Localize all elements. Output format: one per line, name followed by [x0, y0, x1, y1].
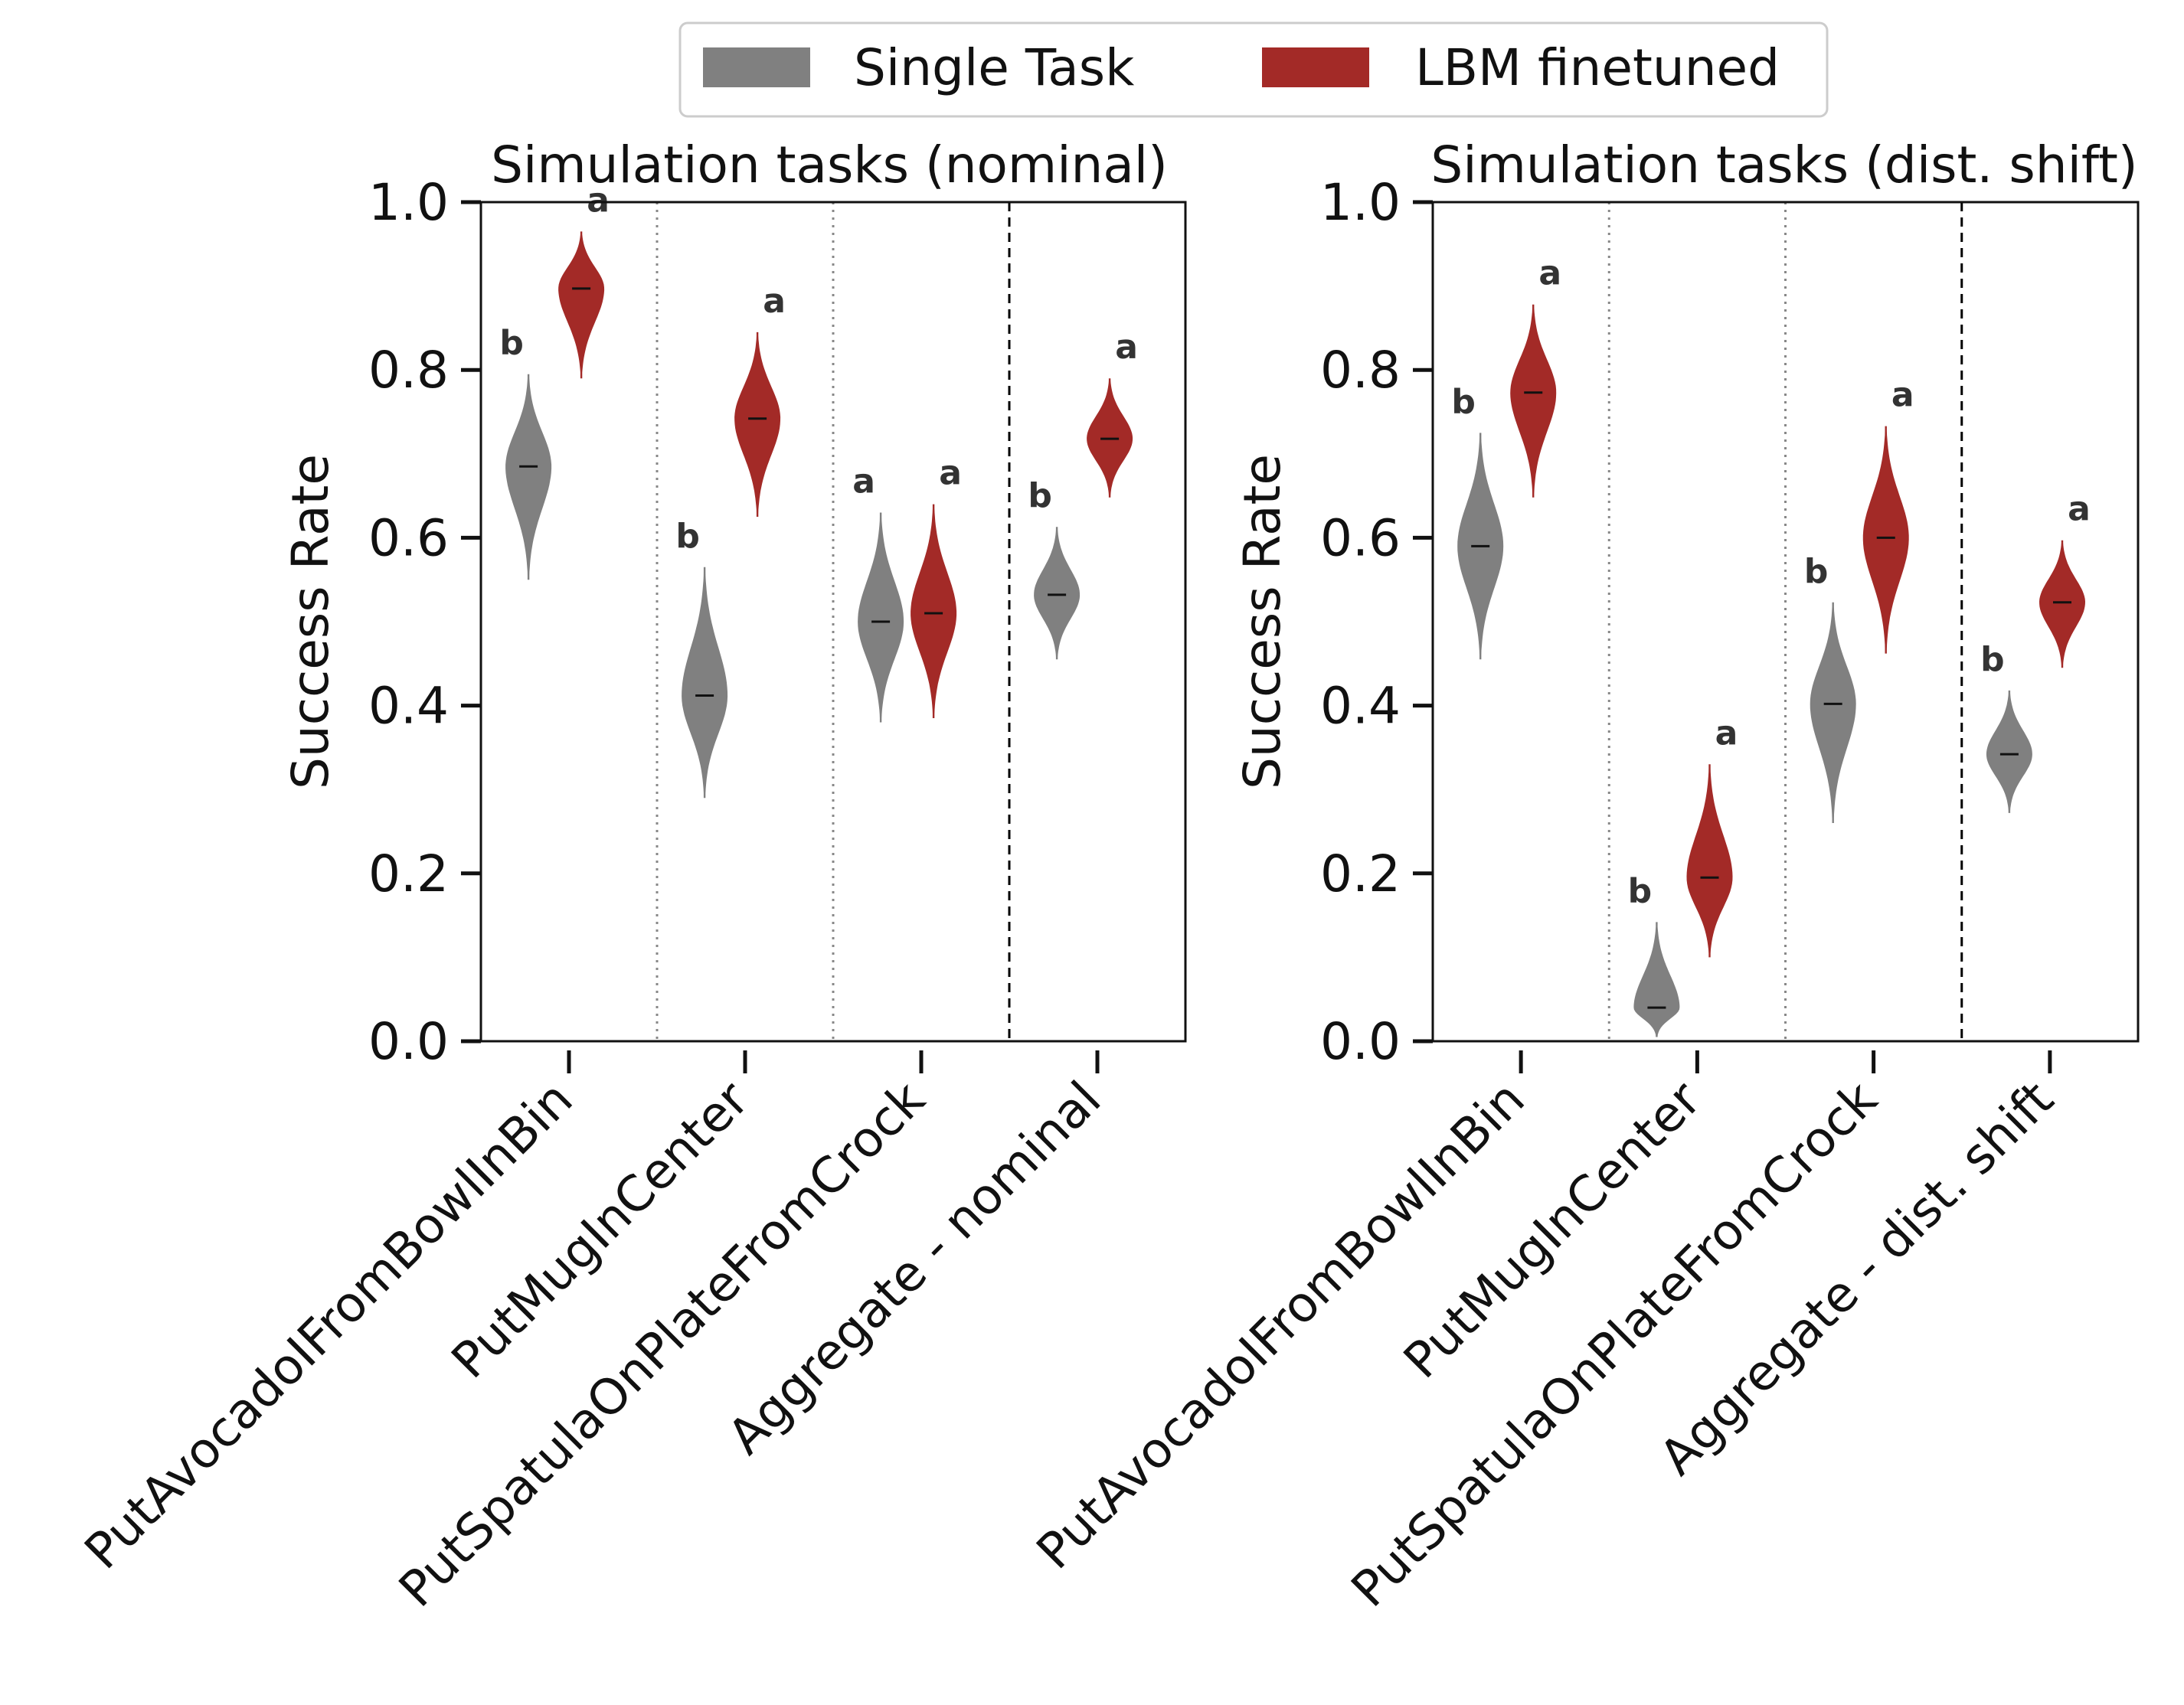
- legend-frame: [678, 21, 1829, 118]
- significance-letter: a: [1115, 328, 1138, 367]
- significance-letter: a: [939, 454, 962, 493]
- significance-letter: b: [1628, 871, 1653, 910]
- plot-frame: [1431, 201, 2140, 1043]
- plot-frame: [479, 201, 1187, 1043]
- y-tick-label: 1.0: [1320, 173, 1401, 232]
- significance-letter: a: [852, 462, 875, 501]
- significance-letter: a: [763, 282, 786, 321]
- significance-letter: b: [675, 517, 700, 556]
- panel-nominal: Simulation tasks (nominal) Success Rate …: [74, 136, 1187, 1618]
- y-axis-label: Success Rate: [281, 454, 340, 789]
- violin-lbm-finetuned-putspatulaonplatefromcrock: [911, 504, 957, 718]
- plot-area: bba baaaa0.00.20.40.60.81.0PutAvocadoIFro…: [74, 173, 1187, 1618]
- violin-lbm-finetuned-putavocadoifrombowlinbin: [558, 231, 605, 379]
- significance-letter: b: [499, 324, 524, 363]
- y-tick-label: 0.0: [1320, 1012, 1401, 1071]
- violin-single-task-putavocadoifrombowlinbin: [505, 374, 552, 580]
- significance-letter: a: [1715, 714, 1738, 753]
- legend-label-single-task: Single Task: [854, 38, 1135, 97]
- significance-letter: a: [1891, 376, 1914, 415]
- significance-letter: b: [1028, 476, 1052, 515]
- violin-single-task-putspatulaonplatefromcrock: [858, 512, 904, 723]
- y-tick-label: 0.6: [368, 508, 449, 567]
- significance-letter: a: [2068, 490, 2091, 529]
- panel-title: Simulation tasks (dist. shift): [1430, 136, 2137, 194]
- significance-letter: b: [1804, 552, 1829, 591]
- y-tick-label: 0.4: [368, 677, 449, 736]
- y-tick-label: 0.2: [368, 844, 449, 903]
- x-tick-label-putmugincenter: PutMugInCenter: [1394, 1071, 1713, 1390]
- plot-area: bbbbaaaa0.00.20.40.60.81.0PutAvocadoIFro…: [1026, 173, 2140, 1618]
- y-tick-label: 0.4: [1320, 677, 1401, 736]
- significance-letter: a: [1538, 254, 1561, 293]
- legend-swatch-lbm-finetuned: [1262, 47, 1369, 87]
- x-tick-label-putmugincenter: PutMugInCenter: [441, 1071, 760, 1390]
- violin-lbm-finetuned-putmugincenter: [1686, 764, 1733, 958]
- y-tick-label: 0.8: [1320, 341, 1401, 400]
- legend-label-lbm-finetuned: LBM finetuned: [1415, 38, 1780, 97]
- violin-single-task-putspatulaonplatefromcrock: [1810, 602, 1856, 823]
- violin-single-task-putmugincenter: [1633, 922, 1680, 1037]
- significance-letter: b: [1451, 382, 1476, 421]
- violin-lbm-finetuned-aggregate-dist-shift: [2039, 540, 2085, 668]
- y-tick-label: 1.0: [368, 173, 449, 232]
- violin-lbm-finetuned-putmugincenter: [734, 332, 781, 517]
- y-tick-label: 0.0: [368, 1012, 449, 1071]
- legend-swatch-single-task: [703, 47, 810, 87]
- legend: Single Task LBM finetuned: [678, 21, 1829, 118]
- violin-single-task-aggregate-dist-shift: [1986, 690, 2032, 813]
- y-tick-label: 0.2: [1320, 844, 1401, 903]
- y-tick-label: 0.8: [368, 341, 449, 400]
- violin-single-task-putmugincenter: [682, 567, 728, 799]
- y-axis-label: Success Rate: [1233, 454, 1292, 789]
- panel-dist-shift: Simulation tasks (dist. shift) Success R…: [1026, 136, 2140, 1618]
- violin-lbm-finetuned-putspatulaonplatefromcrock: [1862, 426, 1909, 654]
- violin-lbm-finetuned-putavocadoifrombowlinbin: [1510, 304, 1557, 498]
- y-tick-label: 0.6: [1320, 508, 1401, 567]
- significance-letter: a: [587, 181, 610, 220]
- panel-title: Simulation tasks (nominal): [491, 136, 1168, 194]
- violin-single-task-aggregate-nominal: [1034, 527, 1081, 660]
- significance-letter: b: [1980, 640, 2005, 679]
